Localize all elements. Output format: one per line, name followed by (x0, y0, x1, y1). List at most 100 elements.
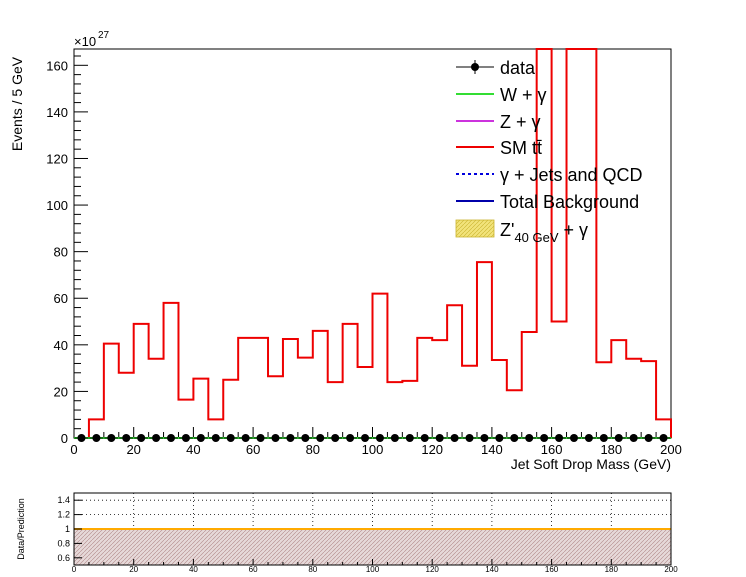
main-y-tick-label: 160 (46, 58, 68, 73)
ratio-x-tick-label: 40 (189, 565, 198, 572)
data-point (256, 434, 265, 442)
data-point (614, 434, 623, 442)
ratio-x-tick-label: 140 (485, 565, 499, 572)
y-exponent-base: ×10 (74, 34, 96, 49)
data-point (196, 434, 205, 442)
main-plot-panel: 0 20 40 60 80 100 120 140 160 180 200 0 20 40 60 80 100… (9, 30, 682, 472)
data-point (420, 434, 429, 442)
legend-zprime-tail: + γ (559, 220, 589, 240)
data-point (525, 434, 534, 442)
data-point (495, 434, 504, 442)
legend-label-z-gamma: Z + γ (500, 112, 541, 132)
ttbar-histogram (74, 48, 672, 439)
ratio-x-axis: 0 20 40 60 80 100 120 140 160 180 200 (72, 559, 678, 574)
main-x-tick-label: 140 (481, 442, 503, 457)
data-point (226, 434, 235, 442)
main-x-tick-label: 80 (306, 442, 320, 457)
data-point (241, 434, 250, 442)
ratio-y-axis: 0.6 0.8 1 1.2 1.4 (57, 495, 82, 563)
ratio-y-tick-label: 1.2 (57, 510, 70, 520)
data-point (77, 434, 86, 442)
main-y-tick-label: 40 (54, 338, 68, 353)
legend-zprime-main: Z' (500, 220, 514, 240)
data-point (137, 434, 146, 442)
data-point (555, 434, 564, 442)
ratio-x-tick-label: 160 (545, 565, 559, 572)
data-point (480, 434, 489, 442)
data-point (375, 434, 384, 442)
ratio-plot-panel: 0 20 40 60 80 100 120 140 160 180 200 0.6 0.8 1 1.2 1.… (16, 492, 678, 574)
ratio-x-tick-label: 0 (72, 565, 77, 572)
main-y-axis-label: Events / 5 GeV (9, 56, 25, 151)
ratio-y-axis-label: Data/Prediction (16, 498, 26, 560)
data-point (211, 434, 220, 442)
ttbar-series-line (74, 48, 672, 439)
main-x-axis: 0 20 40 60 80 100 120 140 160 180 200 (70, 427, 682, 457)
data-point (301, 434, 310, 442)
main-y-tick-label: 20 (54, 384, 68, 399)
ratio-x-tick-label: 60 (249, 565, 258, 572)
main-x-tick-label: 40 (186, 442, 200, 457)
legend-label-ttbar: SM tt̄ (500, 138, 542, 158)
ratio-x-tick-label: 200 (664, 565, 678, 572)
main-x-tick-label: 160 (541, 442, 563, 457)
data-point (569, 434, 578, 442)
main-x-tick-label: 180 (600, 442, 622, 457)
data-point (122, 434, 131, 442)
main-x-tick-label: 200 (660, 442, 682, 457)
data-point (167, 434, 176, 442)
legend-item-z-gamma: Z + γ (456, 112, 541, 132)
ratio-x-tick-label: 180 (605, 565, 619, 572)
main-x-axis-label: Jet Soft Drop Mass (GeV) (511, 456, 671, 472)
legend-item-zprime: Z'40 GeV + γ (455, 219, 588, 245)
data-points (74, 434, 671, 442)
main-x-tick-label: 60 (246, 442, 260, 457)
legend-label-gamma-jets-qcd: γ + Jets and QCD (500, 165, 643, 185)
y-exponent-power: 27 (98, 30, 110, 41)
legend-item-ttbar: SM tt̄ (456, 138, 542, 158)
main-y-tick-label: 60 (54, 291, 68, 306)
main-y-tick-label: 140 (46, 105, 68, 120)
main-y-tick-label: 100 (46, 198, 68, 213)
legend-item-gamma-jets-qcd: γ + Jets and QCD (456, 165, 643, 185)
ratio-y-tick-label: 1.4 (57, 495, 70, 505)
legend-data-marker (471, 63, 479, 71)
main-x-tick-label: 20 (126, 442, 140, 457)
data-point (92, 434, 101, 442)
main-x-tick-label: 120 (421, 442, 443, 457)
data-point (286, 434, 295, 442)
legend-item-total-background: Total Background (456, 192, 639, 212)
legend-label-zprime: Z'40 GeV + γ (500, 220, 588, 245)
legend-item-data: data (456, 58, 536, 78)
ratio-x-tick-label: 80 (308, 565, 317, 572)
ratio-x-tick-label: 20 (129, 565, 138, 572)
main-y-tick-label: 80 (54, 245, 68, 260)
data-point (390, 434, 399, 442)
ratio-x-tick-label: 100 (366, 565, 380, 572)
data-point (181, 434, 190, 442)
data-point (450, 434, 459, 442)
main-y-axis: 0 20 40 60 80 100 120 140 160 (46, 55, 88, 446)
ratio-y-tick-label: 0.6 (57, 553, 70, 563)
data-point (331, 434, 340, 442)
ratio-y-tick-label: 0.8 (57, 538, 70, 548)
data-point (540, 434, 549, 442)
ratio-y-tick-label: 1 (65, 524, 70, 534)
data-point (152, 434, 161, 442)
main-y-tick-label: 0 (61, 431, 68, 446)
data-point (316, 434, 325, 442)
data-point (510, 434, 519, 442)
legend-label-w-gamma: W + γ (500, 85, 547, 105)
data-point (107, 434, 116, 442)
main-y-tick-label: 120 (46, 151, 68, 166)
legend: data W + γ Z + γ SM tt̄ γ + Jets and QCD… (455, 58, 643, 245)
y-exponent-label: ×10 27 (74, 30, 110, 49)
legend-label-data: data (500, 58, 536, 78)
data-point (599, 434, 608, 442)
data-point (346, 434, 355, 442)
data-point (629, 434, 638, 442)
legend-zprime-swatch (455, 219, 495, 238)
ratio-x-tick-label: 120 (426, 565, 440, 572)
